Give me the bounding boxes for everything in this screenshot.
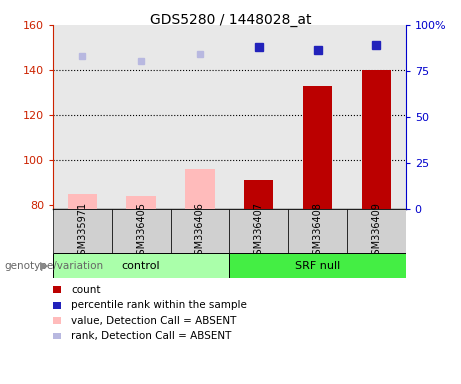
Text: count: count — [71, 285, 101, 295]
Text: control: control — [122, 261, 160, 271]
Text: GSM336405: GSM336405 — [136, 202, 146, 261]
Text: value, Detection Call = ABSENT: value, Detection Call = ABSENT — [71, 316, 237, 326]
Text: SRF null: SRF null — [295, 261, 340, 271]
Bar — [53, 209, 112, 253]
Bar — [68, 194, 97, 209]
Bar — [303, 86, 332, 209]
Bar — [171, 209, 230, 253]
Text: GSM336409: GSM336409 — [371, 202, 381, 261]
Bar — [53, 253, 230, 278]
Bar — [244, 180, 273, 209]
Text: percentile rank within the sample: percentile rank within the sample — [71, 300, 248, 310]
Text: rank, Detection Call = ABSENT: rank, Detection Call = ABSENT — [71, 331, 232, 341]
Bar — [126, 196, 156, 209]
Bar — [185, 169, 215, 209]
Text: GSM336406: GSM336406 — [195, 202, 205, 261]
Text: GSM336407: GSM336407 — [254, 202, 264, 261]
Bar — [229, 253, 406, 278]
Bar — [361, 70, 391, 209]
Text: GDS5280 / 1448028_at: GDS5280 / 1448028_at — [150, 13, 311, 27]
Text: GSM336408: GSM336408 — [313, 202, 323, 261]
Bar — [112, 209, 171, 253]
Text: genotype/variation: genotype/variation — [5, 261, 104, 271]
Bar — [347, 209, 406, 253]
Bar — [229, 209, 288, 253]
Text: ▶: ▶ — [40, 261, 48, 271]
Bar — [288, 209, 347, 253]
Text: GSM335971: GSM335971 — [77, 202, 88, 261]
